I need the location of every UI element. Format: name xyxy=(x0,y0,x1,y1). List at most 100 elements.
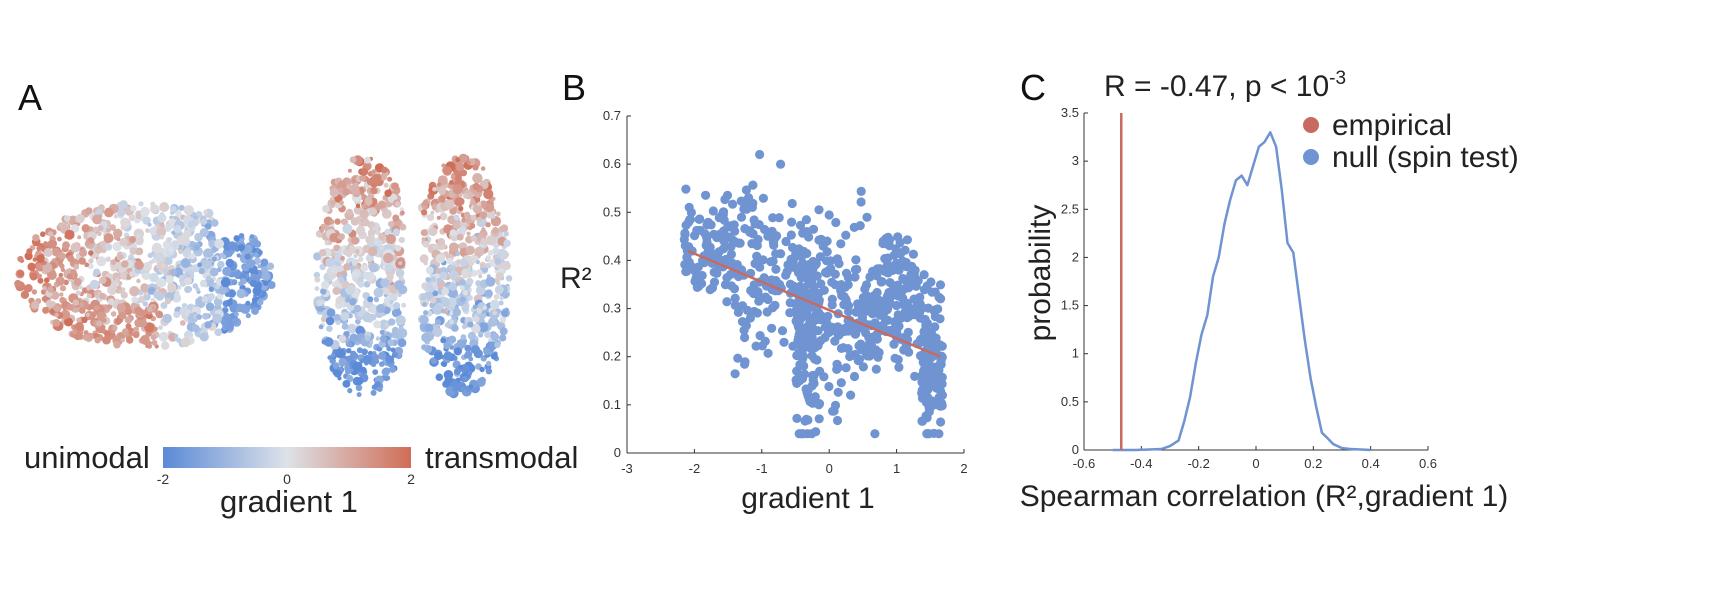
panel-c-xtick-label: 0 xyxy=(1252,456,1259,471)
brain-point xyxy=(367,307,372,312)
brain-point xyxy=(225,258,234,268)
brain-point xyxy=(119,200,128,209)
brain-point xyxy=(97,225,104,231)
brain-point xyxy=(62,306,67,311)
brain-point xyxy=(456,233,464,241)
brain-point xyxy=(485,276,496,287)
brain-point xyxy=(453,368,461,375)
panel-b-point xyxy=(700,229,710,239)
colorbar-tick-max: 2 xyxy=(407,471,415,487)
panel-b-point xyxy=(908,249,919,259)
brain-point xyxy=(347,168,352,173)
brain-point xyxy=(114,277,121,283)
panel-b-point xyxy=(737,317,748,327)
panel-b-point xyxy=(768,256,778,266)
brain-point xyxy=(105,256,111,262)
brain-point xyxy=(58,222,64,229)
brain-point xyxy=(387,221,395,228)
brain-point xyxy=(103,330,111,337)
panel-b-point xyxy=(758,193,769,203)
brain-point xyxy=(357,256,364,263)
brain-point xyxy=(467,370,473,376)
brain-point xyxy=(467,160,471,165)
panel-b-letter: B xyxy=(562,67,586,108)
brain-point xyxy=(210,219,219,227)
brain-point xyxy=(390,347,396,353)
brain-point xyxy=(122,218,131,228)
panel-b-ytick-label: 0.5 xyxy=(603,204,621,219)
brain-point xyxy=(79,307,86,314)
panel-b-point xyxy=(814,205,824,215)
panel-b-ytick-label: 0.7 xyxy=(603,108,621,123)
brain-point xyxy=(129,286,140,297)
brain-point xyxy=(79,302,85,307)
brain-point xyxy=(117,208,126,217)
brain-point xyxy=(488,317,498,327)
panel-b-point xyxy=(722,297,732,307)
brain-point xyxy=(81,224,90,233)
brain-point xyxy=(135,213,142,220)
brain-point xyxy=(492,247,500,255)
brain-point xyxy=(168,218,176,226)
brain-point xyxy=(421,237,426,242)
brain-point xyxy=(334,218,341,225)
brain-point xyxy=(329,265,338,274)
brain-point xyxy=(263,280,269,286)
brain-point xyxy=(117,254,124,260)
brain-point xyxy=(249,279,257,287)
panel-b-point xyxy=(819,285,829,295)
brain-point xyxy=(347,388,353,394)
panel-b-point xyxy=(806,270,816,280)
brain-point xyxy=(54,312,59,318)
brain-point xyxy=(183,229,192,239)
brain-point xyxy=(485,368,493,375)
brain-point xyxy=(492,227,499,234)
panel-b-point xyxy=(832,364,842,374)
brain-point xyxy=(504,254,509,259)
brain-point xyxy=(326,308,336,318)
panel-b-point xyxy=(726,249,737,259)
brain-point xyxy=(203,248,214,258)
brain-point xyxy=(260,258,269,267)
panel-b-point xyxy=(920,352,930,362)
brain-point xyxy=(376,304,386,313)
brain-point xyxy=(357,281,365,288)
brain-point xyxy=(459,285,465,291)
brain-point xyxy=(209,267,219,277)
panel-b-point xyxy=(828,406,838,416)
brain-point xyxy=(458,206,464,212)
brain-point xyxy=(353,304,362,313)
brain-point xyxy=(356,347,363,354)
brain-point xyxy=(78,285,84,290)
panel-b-point xyxy=(824,210,834,220)
brain-point xyxy=(449,180,454,185)
brain-point xyxy=(462,375,468,382)
colorbar-gradient xyxy=(163,447,411,468)
brain-point xyxy=(368,246,378,257)
brain-point xyxy=(376,386,383,392)
panel-b-point xyxy=(712,268,722,278)
brain-point xyxy=(267,281,276,289)
brain-point xyxy=(462,289,469,296)
panel-b-point xyxy=(857,302,867,313)
panel-c-ytick-label: 3.5 xyxy=(1061,105,1079,120)
brain-point xyxy=(494,341,501,349)
panel-b-point xyxy=(882,297,892,307)
brain-point xyxy=(349,156,357,164)
legend-marker-empirical xyxy=(1303,117,1319,133)
brain-point xyxy=(146,306,153,312)
brain-point xyxy=(432,186,437,192)
brain-point xyxy=(494,285,504,295)
panel-b-point xyxy=(755,149,765,160)
brain-point xyxy=(96,231,102,237)
panel-b-point xyxy=(803,385,813,395)
panel-b-point xyxy=(760,224,770,235)
panel-b-point xyxy=(918,303,928,313)
brain-point xyxy=(149,272,159,283)
brain-point xyxy=(120,338,125,343)
brain-point xyxy=(202,312,210,320)
brain-point xyxy=(343,263,351,271)
panel-b-ylabel: R² xyxy=(560,262,592,295)
brain-point xyxy=(151,258,157,264)
panel-c-xtick-label: -0.4 xyxy=(1130,456,1152,471)
